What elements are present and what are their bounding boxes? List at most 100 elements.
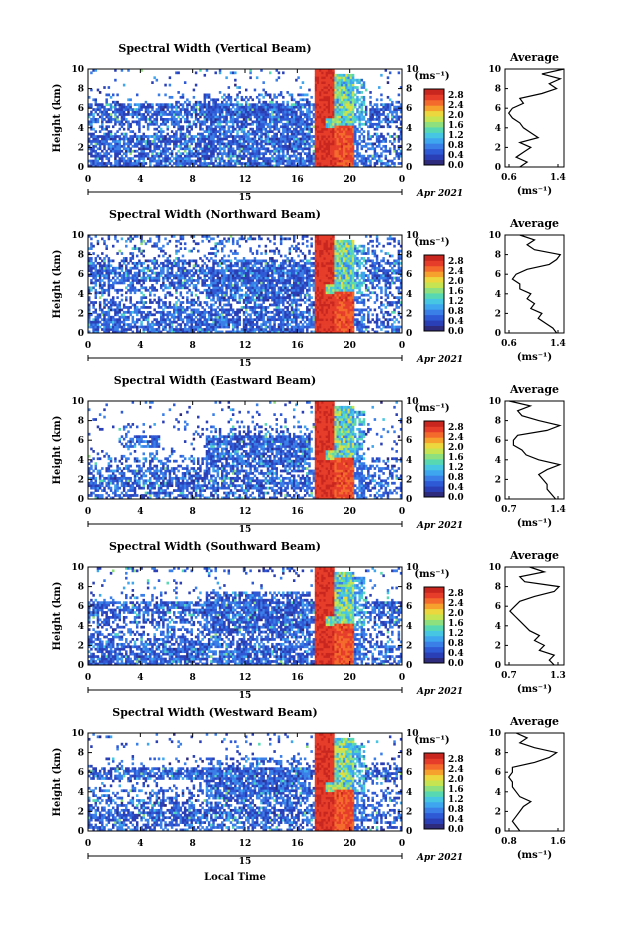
heatmap-cell	[249, 71, 251, 74]
heatmap-cell	[101, 160, 103, 163]
heatmap-cell	[278, 120, 280, 123]
heatmap-cell	[260, 120, 262, 123]
heatmap-cell	[217, 323, 219, 326]
heatmap-cell	[238, 237, 240, 240]
heatmap-cell	[206, 94, 208, 97]
heatmap-cell	[321, 152, 323, 155]
colorbar-swatch	[424, 127, 444, 133]
heatmap-cell	[230, 274, 232, 277]
heatmap-cell	[132, 274, 134, 277]
heatmap-cell	[186, 318, 188, 321]
heatmap-cell	[217, 162, 219, 165]
heatmap-cell	[352, 106, 354, 109]
heatmap-cell	[328, 113, 330, 116]
heatmap-cell	[330, 128, 332, 131]
heatmap-cell	[306, 116, 308, 119]
y-tick-label-right: 4	[406, 124, 412, 134]
heatmap-cell	[110, 316, 112, 319]
heatmap-cell	[236, 130, 238, 133]
heatmap-cell	[160, 318, 162, 321]
heatmap-cell	[350, 84, 352, 87]
heatmap-cell	[328, 130, 330, 133]
heatmap-cell	[343, 101, 345, 104]
heatmap-cell	[367, 125, 369, 128]
heatmap-cell	[395, 150, 397, 153]
heatmap-cell	[238, 277, 240, 280]
heatmap-cell	[112, 309, 114, 312]
heatmap-cell	[317, 79, 319, 82]
heatmap-cell	[201, 264, 203, 267]
heatmap-cell	[321, 86, 323, 89]
heatmap-cell	[341, 116, 343, 119]
heatmap-cell	[374, 157, 376, 160]
heatmap-cell	[108, 133, 110, 136]
heatmap-cell	[260, 118, 262, 121]
heatmap-cell	[149, 103, 151, 106]
heatmap-cell	[234, 321, 236, 324]
heatmap-cell	[337, 101, 339, 104]
heatmap-cell	[241, 116, 243, 119]
heatmap-cell	[105, 155, 107, 158]
heatmap-cell	[328, 116, 330, 119]
heatmap-cell	[326, 101, 328, 104]
heatmap-cell	[306, 138, 308, 141]
heatmap-cell	[343, 81, 345, 84]
heatmap-cell	[195, 106, 197, 109]
heatmap-cell	[315, 111, 317, 114]
heatmap-cell	[256, 108, 258, 111]
heatmap-cell	[95, 301, 97, 304]
heatmap-cell	[356, 91, 358, 94]
heatmap-cell	[376, 162, 378, 165]
heatmap-cell	[132, 262, 134, 265]
heatmap-cell	[119, 138, 121, 141]
heatmap-cell	[177, 323, 179, 326]
heatmap-cell	[234, 262, 236, 265]
heatmap-cell	[330, 96, 332, 99]
heatmap-cell	[343, 113, 345, 116]
heatmap-cell	[238, 299, 240, 302]
heatmap-cell	[108, 147, 110, 150]
heatmap-cell	[127, 323, 129, 326]
heatmap-cell	[204, 279, 206, 282]
heatmap-cell	[119, 262, 121, 265]
heatmap-cell	[158, 130, 160, 133]
heatmap-cell	[190, 260, 192, 263]
heatmap-cell	[169, 323, 171, 326]
heatmap-cell	[223, 262, 225, 265]
heatmap-cell	[356, 162, 358, 165]
heatmap-cell	[236, 118, 238, 121]
heatmap-cell	[180, 311, 182, 314]
heatmap-cell	[345, 79, 347, 82]
heatmap-cell	[110, 269, 112, 272]
heatmap-cell	[140, 135, 142, 138]
heatmap-cell	[171, 120, 173, 123]
heatmap-cell	[260, 138, 262, 141]
heatmap-cell	[208, 103, 210, 106]
heatmap-cell	[385, 118, 387, 121]
heatmap-cell	[276, 147, 278, 150]
heatmap-cell	[241, 98, 243, 101]
heatmap-cell	[184, 326, 186, 329]
heatmap-cell	[219, 143, 221, 146]
heatmap-cell	[110, 96, 112, 99]
heatmap-cell	[223, 321, 225, 324]
heatmap-cell	[201, 282, 203, 285]
heatmap-cell	[103, 111, 105, 114]
heatmap-cell	[317, 113, 319, 116]
heatmap-cell	[177, 125, 179, 128]
heatmap-cell	[110, 135, 112, 138]
heatmap-cell	[363, 155, 365, 158]
heatmap-cell	[334, 160, 336, 163]
heatmap-cell	[199, 328, 201, 331]
heatmap-cell	[147, 313, 149, 316]
heatmap-cell	[391, 143, 393, 146]
heatmap-cell	[188, 269, 190, 272]
heatmap-cell	[271, 118, 273, 121]
heatmap-cell	[190, 138, 192, 141]
heatmap-cell	[265, 130, 267, 133]
heatmap-cell	[129, 301, 131, 304]
heatmap-cell	[391, 120, 393, 123]
heatmap-cell	[132, 321, 134, 324]
heatmap-cell	[114, 269, 116, 272]
heatmap-cell	[347, 74, 349, 77]
